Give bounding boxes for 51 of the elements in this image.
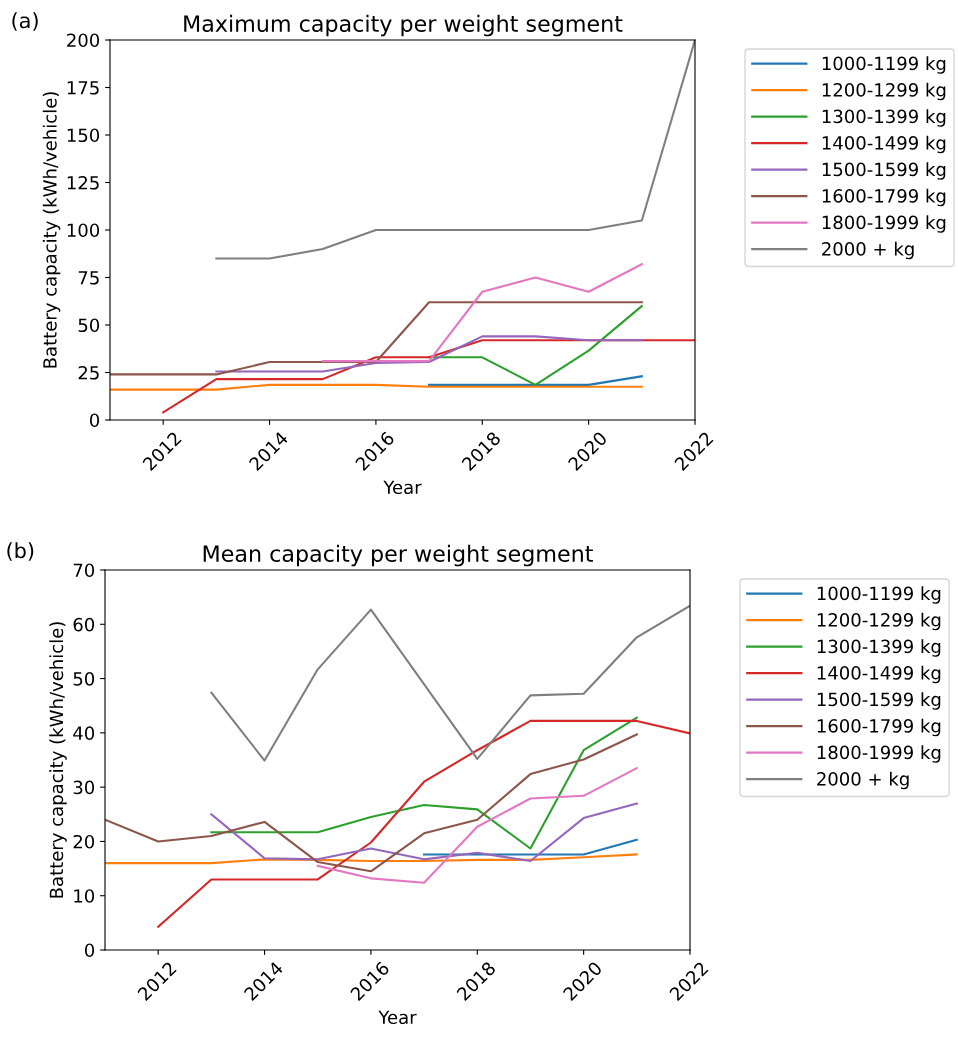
y-tick-label: 10 [74,889,95,903]
x-axis-title: Year [378,1010,417,1025]
line-series [157,719,690,928]
y-tick-label: 50 [78,318,100,333]
y-tick-label: 200 [67,33,100,48]
legend-label: 2000 + kg [822,241,914,260]
legend-label: 1400-1499 kg [817,665,941,684]
line-series [105,733,638,873]
y-tick-label: 20 [73,834,95,849]
y-tick-label: 175 [67,81,99,95]
y-tick-label: 0 [84,943,95,958]
y-tick-label: 30 [73,780,95,795]
y-tick-label: 60 [73,617,95,632]
text: (a) [12,12,38,31]
x-axis-title: Year [383,480,422,495]
line-series [215,40,695,260]
y-tick-label: 25 [78,365,99,380]
legend-label: 1300-1399 kg [817,639,941,657]
y-tick-label: 100 [67,223,100,238]
legend-label: 1800-1999 kg [822,215,946,233]
text: (b) [7,542,34,561]
legend-label: 1600-1799 kg [817,718,941,737]
legend-label: 1500-1599 kg [817,692,941,710]
y-tick-label: 125 [67,175,99,190]
y-tick-label: 0 [89,413,100,428]
legend-label: 1200-1299 kg [822,82,946,101]
chart-title: Maximum capacity per weight segment [184,14,623,37]
legend-label: 1600-1799 kg [822,188,946,207]
y-axis-title: Battery capacity (kWh/vehicle) [49,622,67,898]
y-tick-label: 50 [73,672,95,686]
chart-title: Mean capacity per weight segment [203,544,593,567]
line-series [210,604,690,762]
line-series [316,767,638,884]
line-series [215,335,643,373]
legend-label: 1200-1299 kg [817,612,941,631]
legend-label: 1400-1499 kg [822,135,946,154]
legend-label: 1500-1599 kg [822,162,946,180]
y-tick-label: 40 [73,726,95,740]
legend-label: 1800-1999 kg [817,745,941,763]
line-series [105,853,638,865]
y-axis-title: Battery capacity (kWh/vehicle) [42,92,61,368]
line-series [210,802,638,863]
legend-label: 2000 + kg [817,771,909,790]
line-series [210,716,638,850]
legend-label: 1000-1199 kg [822,56,946,74]
y-tick-label: 70 [73,563,95,578]
legend-label: 1300-1399 kg [822,109,946,127]
legend-label: 1000-1199 kg [817,586,941,604]
line-series [321,263,643,363]
y-tick-label: 75 [78,271,99,285]
y-tick-label: 150 [67,128,100,143]
